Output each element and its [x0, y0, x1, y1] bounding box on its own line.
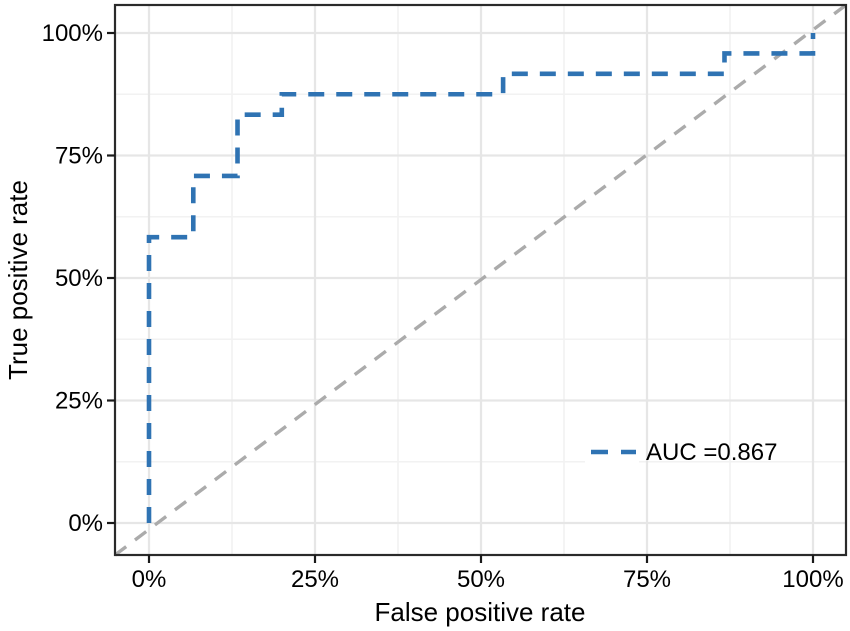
roc-step-curve: [146, 33, 816, 523]
legend-label: AUC =0.867: [646, 439, 777, 466]
chance-diagonal-line: [113, 3, 848, 557]
y-axis-title: True positive rate: [3, 180, 33, 380]
major-gridlines: [115, 5, 846, 555]
y-tick-label: 25%: [55, 388, 103, 415]
y-tick-label: 0%: [68, 510, 103, 537]
x-tick-label: 0%: [132, 566, 167, 593]
x-tick-label: 100%: [782, 566, 843, 593]
x-tick-label: 75%: [623, 566, 671, 593]
axis-tick-marks: [107, 31, 815, 563]
y-axis-tick-labels: 0% 25% 50% 75% 100%: [42, 20, 103, 537]
y-tick-label: 100%: [42, 20, 103, 47]
y-tick-label: 75%: [55, 143, 103, 170]
x-axis-tick-labels: 0% 25% 50% 75% 100%: [132, 566, 844, 593]
x-axis-title: False positive rate: [375, 597, 586, 627]
x-tick-label: 50%: [457, 566, 505, 593]
y-tick-label: 50%: [55, 265, 103, 292]
legend: AUC =0.867: [585, 439, 777, 466]
x-tick-label: 25%: [291, 566, 339, 593]
